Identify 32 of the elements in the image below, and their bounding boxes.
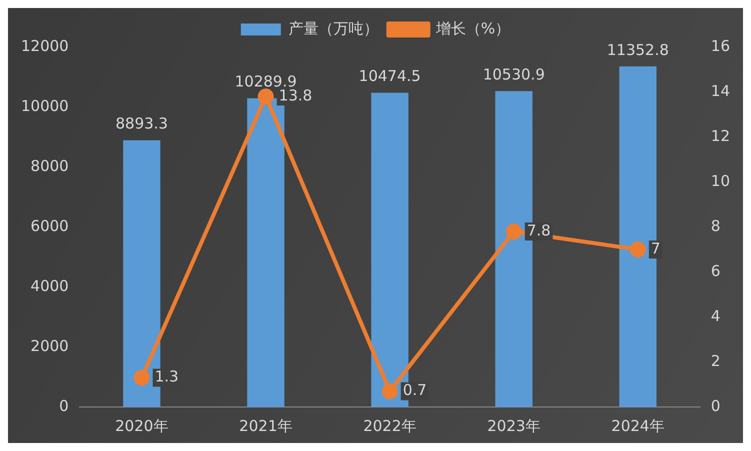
data-label: 7.8	[526, 221, 551, 240]
data-label: 7	[650, 239, 660, 258]
data-label: 13.8	[278, 86, 312, 104]
y-tick-label: 2000	[30, 336, 69, 355]
y2-tick-label: 0	[710, 396, 720, 415]
y2-tick-label: 6	[710, 262, 720, 280]
data-label: 10474.5	[358, 67, 421, 86]
y2-tick-label: 10	[710, 172, 730, 190]
y-tick-label: 4000	[30, 276, 69, 295]
x-tick-label: 2023年	[487, 416, 540, 435]
data-label: 10530.9	[482, 65, 545, 84]
data-label: 0.7	[402, 381, 427, 400]
y-tick-label: 6000	[30, 216, 69, 235]
y2-tick-label: 4	[710, 306, 720, 325]
x-tick-label: 2021年	[239, 416, 292, 435]
data-label: 11352.8	[606, 40, 669, 59]
y2-tick-label: 2	[710, 352, 720, 370]
x-tick-label: 2020年	[115, 416, 168, 435]
data-label: 8893.3	[115, 114, 168, 133]
y-tick-label: 10000	[21, 96, 69, 115]
y2-tick-label: 12	[710, 126, 730, 145]
x-tick-label: 2022年	[363, 416, 416, 435]
x-tick-label: 2024年	[611, 416, 664, 435]
legend-label: 增长（%）	[434, 19, 510, 38]
data-label: 1.3	[154, 368, 179, 386]
legend-label: 产量（万吨）	[288, 19, 378, 38]
y2-tick-label: 16	[710, 36, 730, 55]
y-tick-label: 0	[59, 396, 69, 415]
y-tick-label: 8000	[30, 156, 69, 175]
y2-tick-label: 14	[710, 82, 730, 100]
y2-tick-label: 8	[710, 216, 720, 235]
y-tick-label: 12000	[21, 36, 69, 55]
